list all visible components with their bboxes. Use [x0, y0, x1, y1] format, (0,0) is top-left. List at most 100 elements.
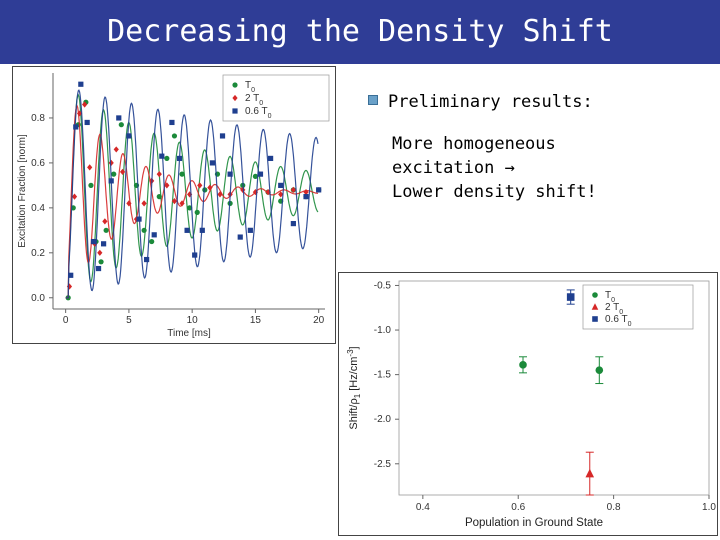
- data-point-diamond: [171, 198, 178, 205]
- series-square: [566, 289, 575, 305]
- data-point-square: [219, 133, 226, 139]
- y-tick-label: 0.4: [31, 203, 45, 214]
- data-point-square: [90, 238, 97, 245]
- data-point-circle: [595, 366, 604, 374]
- series-triangle: [585, 451, 595, 496]
- data-point-circle: [103, 227, 109, 233]
- data-point-diamond: [82, 101, 88, 108]
- legend-marker-square: [232, 108, 238, 114]
- legend-box: [582, 284, 694, 330]
- y-tick-label: -2.5: [374, 459, 392, 470]
- data-point-diamond: [102, 218, 108, 225]
- bullet-item: Preliminary results:: [368, 88, 708, 116]
- legend-marker-triangle: [591, 303, 599, 310]
- data-point-square: [184, 227, 190, 233]
- data-point-circle: [187, 205, 193, 211]
- y-tick-label: 0.2: [31, 248, 45, 259]
- data-point-square: [169, 119, 175, 126]
- data-point-square: [566, 293, 575, 301]
- data-point-square: [126, 133, 132, 139]
- data-point-square: [84, 119, 90, 126]
- data-point-diamond: [240, 186, 246, 193]
- data-point-square: [199, 227, 205, 233]
- data-point-diamond: [126, 200, 132, 207]
- data-point-diamond: [265, 189, 271, 196]
- data-point-circle: [252, 173, 259, 179]
- data-point-circle: [171, 133, 178, 139]
- legend: T02 T00.6 T0: [582, 284, 694, 330]
- fit-curve-square: [65, 89, 319, 299]
- x-tick-label: 0.6: [511, 502, 525, 513]
- data-point-diamond: [71, 193, 78, 200]
- data-point-square: [209, 160, 216, 166]
- slide-title: Decreasing the Density Shift: [107, 14, 613, 49]
- series-square: [65, 81, 322, 299]
- data-point-circle: [164, 155, 170, 162]
- y-tick-label: -2.0: [374, 414, 392, 425]
- bullet-area: Preliminary results: More homogeneous ex…: [368, 88, 708, 204]
- legend-marker-circle: [232, 82, 238, 88]
- data-point-diamond: [278, 191, 284, 198]
- x-tick-label: 15: [250, 315, 262, 326]
- data-point-square: [68, 272, 74, 278]
- data-point-diamond: [141, 200, 147, 207]
- bullet-text: Preliminary results:: [388, 92, 593, 112]
- excitation-chart-svg: 0 5 10 15 20 0.0 0.2 0.4 0.6 0.8 Time [ms] Excitati…: [17, 73, 330, 339]
- x-tick-label: 0: [63, 315, 69, 326]
- data-point-square: [78, 81, 84, 87]
- x-tick-label: 1.0: [702, 502, 716, 513]
- data-point-diamond: [179, 200, 185, 207]
- y-tick-label: -0.5: [374, 280, 392, 291]
- data-point-diamond: [156, 171, 162, 178]
- data-point-diamond: [217, 191, 223, 198]
- y-tick-label: -1.0: [374, 325, 392, 336]
- excitation-chart: 0 5 10 15 20 0.0 0.2 0.4 0.6 0.8 Time [ms] Excitati…: [12, 66, 336, 344]
- density-shift-chart: 0.4 0.6 0.8 1.0 -0.5 -1.0 -1.5 -2.0 -2.5 Populati…: [338, 272, 718, 536]
- data-point-square: [136, 216, 142, 222]
- data-point-square: [101, 241, 107, 247]
- x-tick-label: 20: [313, 315, 325, 326]
- legend-marker-square: [592, 316, 598, 322]
- data-point-square: [257, 171, 264, 177]
- x-tick-label: 0.4: [416, 502, 430, 513]
- data-point-circle: [141, 227, 147, 233]
- data-point-square: [268, 155, 274, 162]
- data-point-square: [303, 194, 309, 200]
- data-point-square: [159, 153, 165, 159]
- data-point-circle: [111, 171, 117, 177]
- data-point-square: [116, 115, 122, 121]
- data-point-square: [176, 155, 183, 162]
- data-point-square: [247, 227, 253, 233]
- series-circle: [519, 356, 604, 385]
- data-point-diamond: [97, 249, 103, 256]
- data-point-circle: [98, 259, 104, 265]
- data-point-square: [73, 124, 79, 130]
- x-axis-label: Time [ms]: [167, 328, 211, 339]
- body-line-1: More homogeneous: [392, 134, 556, 154]
- data-point-square: [237, 234, 243, 240]
- data-point-square: [192, 252, 198, 258]
- y-tick-label: 0.0: [31, 293, 45, 304]
- x-tick-label: 0.8: [607, 502, 621, 513]
- data-point-square: [278, 182, 284, 188]
- legend-label: 2 T0: [605, 302, 623, 316]
- title-bar: [0, 0, 720, 64]
- y-tick-label: 0.8: [31, 113, 45, 124]
- legend-box: [222, 74, 330, 122]
- data-point-circle: [149, 238, 155, 245]
- x-axis-label: Population in Ground State: [465, 517, 603, 529]
- data-point-square: [290, 220, 296, 227]
- y-axis-label: Shift/ρ1 [Hz/cm-3]: [346, 346, 362, 429]
- x-tick-label: 5: [126, 315, 132, 326]
- legend-label: T0: [605, 290, 615, 304]
- plot-frame: [398, 280, 710, 496]
- data-point-triangle: [585, 468, 595, 478]
- y-axis-label: Excitation Fraction [norm]: [17, 134, 28, 248]
- data-point-square: [151, 232, 157, 238]
- data-point-diamond: [108, 159, 114, 167]
- fit-curve-diamond: [65, 104, 319, 299]
- bullet-square-icon: [368, 95, 378, 105]
- data-point-circle: [88, 182, 94, 188]
- data-point-diamond: [290, 186, 296, 193]
- y-tick-label: -1.5: [374, 370, 392, 381]
